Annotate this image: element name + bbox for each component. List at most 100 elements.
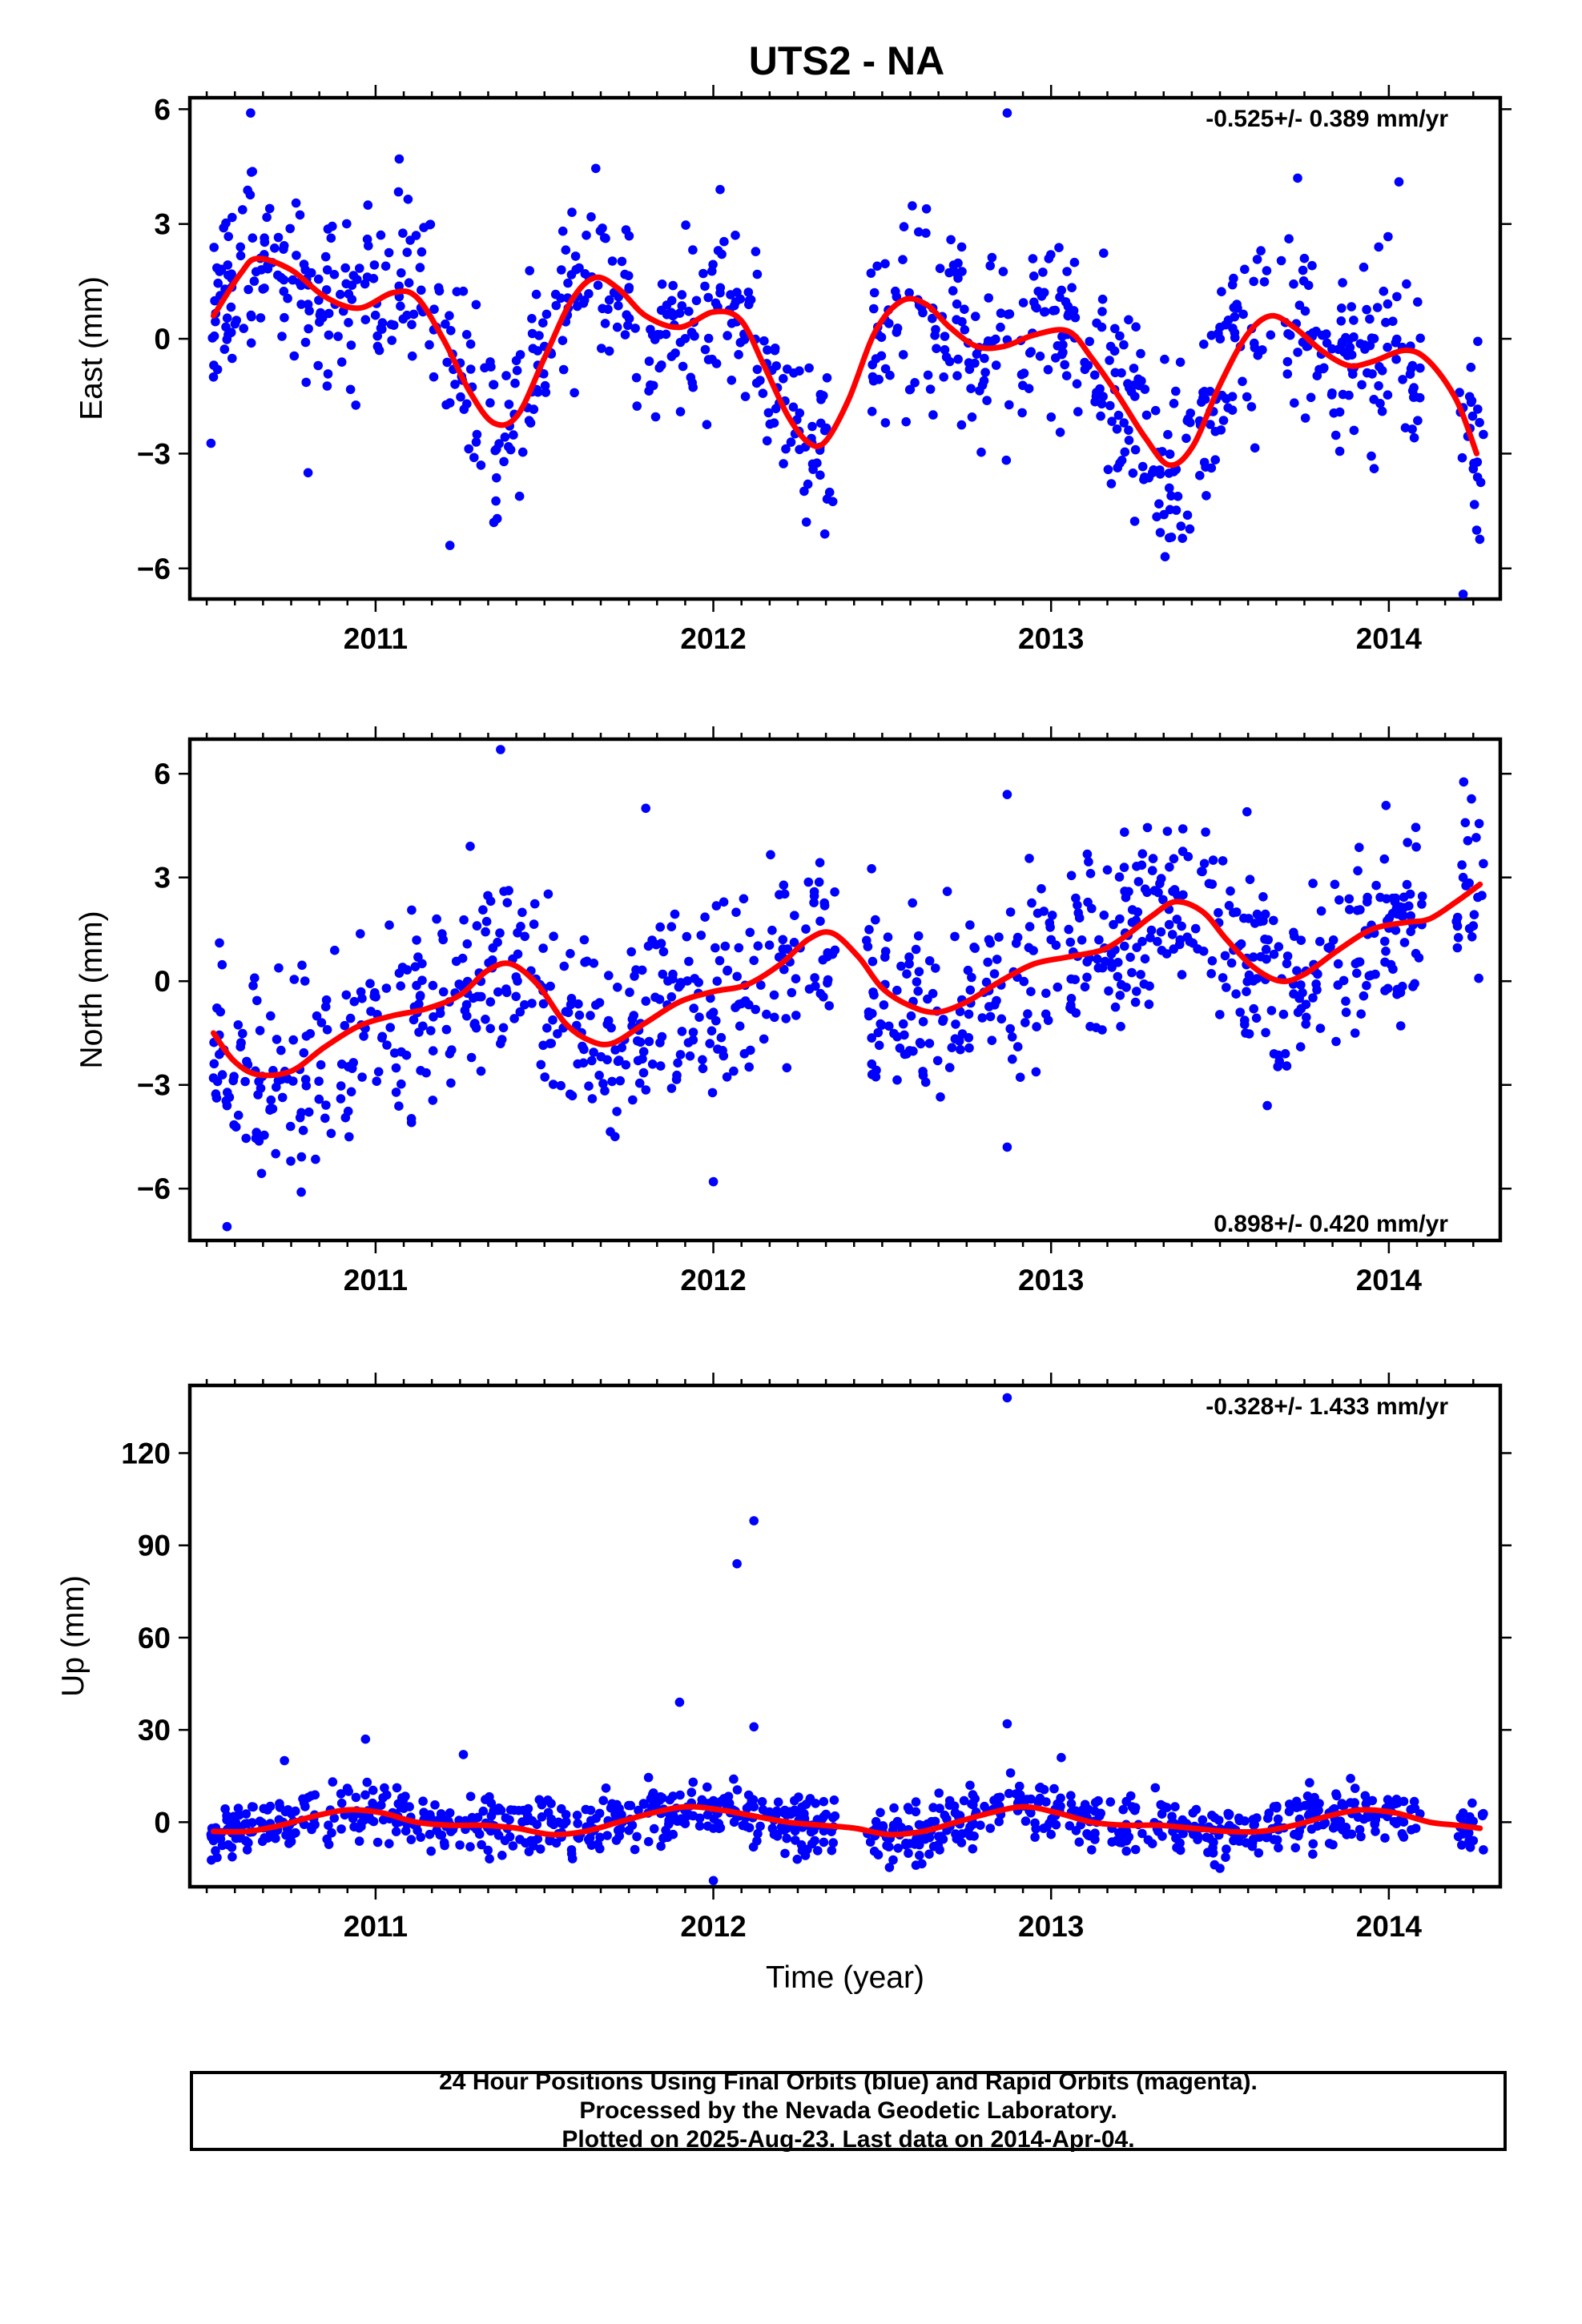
data-point [991,360,1001,370]
data-point [324,1820,333,1830]
data-point [1356,1831,1366,1842]
data-point [1467,794,1476,804]
data-point [607,1076,617,1087]
data-point [1037,884,1046,894]
data-point [1217,287,1226,297]
data-point [1208,1848,1218,1858]
data-point [984,1002,994,1011]
data-point [1004,309,1015,319]
data-point [1391,893,1401,903]
data-point [1132,943,1141,952]
data-point [1130,997,1141,1007]
data-point [215,1007,226,1017]
data-point [1379,286,1389,296]
data-point [769,990,779,1000]
data-point [343,1106,353,1116]
data-point [1124,425,1133,435]
data-point [1475,417,1484,428]
data-point [351,1792,361,1803]
data-point [1238,376,1247,387]
data-point [1249,952,1258,962]
data-point [1215,1864,1225,1873]
data-point [694,978,703,987]
data-point [925,384,936,394]
data-point [980,368,990,377]
data-point [587,1094,598,1104]
data-point [376,1800,386,1810]
data-point [1057,332,1067,342]
data-point [434,286,445,296]
data-point [1197,866,1206,876]
data-point [1047,911,1057,920]
data-point [1210,455,1220,464]
data-point [1012,1042,1023,1051]
data-point [401,1791,410,1801]
data-point [510,378,520,388]
east-panel: 630−3−6 2011 2012 2013 2014 -0.525+/- 0.389… [74,85,1512,655]
data-point [668,969,678,979]
data-point [587,1055,597,1066]
data-point [256,1084,266,1093]
data-point [600,1086,610,1096]
data-point [954,1036,964,1046]
data-point [1206,420,1215,429]
data-point [220,1804,230,1814]
data-point [1312,985,1322,995]
data-point [1315,936,1325,947]
data-point [1065,937,1076,947]
data-point [1175,357,1185,368]
data-point [1002,1142,1012,1152]
data-point [805,1794,815,1803]
data-point [1383,231,1393,242]
data-point [227,1852,237,1862]
data-point [1156,1799,1165,1810]
data-point [1120,827,1129,837]
data-point [1328,935,1338,945]
data-point [913,986,923,996]
data-point [682,931,692,942]
data-point [1398,375,1407,384]
data-point [727,376,737,385]
data-point [732,1558,742,1569]
data-point [956,420,967,430]
data-point [708,1823,719,1833]
data-point [1115,991,1125,1000]
data-point [688,1027,698,1037]
data-point [1169,854,1179,864]
data-point [1399,938,1410,947]
data-point [1285,330,1295,340]
data-point [300,1075,311,1084]
data-point [935,1845,944,1855]
data-point [1207,879,1218,889]
data-point [644,1036,654,1047]
data-point [586,212,596,222]
data-point [551,300,562,311]
up-rate-label: -0.328+/- 1.433 mm/yr [1206,1393,1448,1420]
data-point [355,263,364,273]
data-point [1117,368,1126,378]
data-point [666,922,677,931]
data-point [471,437,481,447]
data-point [685,1051,695,1061]
data-point [867,956,878,967]
data-point [964,1009,974,1019]
data-point [1407,360,1418,371]
data-point [558,364,569,375]
data-point [417,975,427,985]
data-point [1371,1827,1380,1836]
data-point [913,931,924,941]
data-point [1308,1839,1318,1849]
data-point [684,307,694,316]
data-point [992,955,1002,964]
data-point [579,935,590,945]
data-point [542,1023,552,1033]
data-point [1177,921,1186,931]
data-point [1479,429,1488,440]
data-point [346,340,356,350]
data-point [1188,938,1198,948]
data-point [631,965,641,975]
data-point [655,922,665,932]
data-point [661,329,671,340]
data-point [1029,271,1039,281]
data-point [1242,987,1251,996]
